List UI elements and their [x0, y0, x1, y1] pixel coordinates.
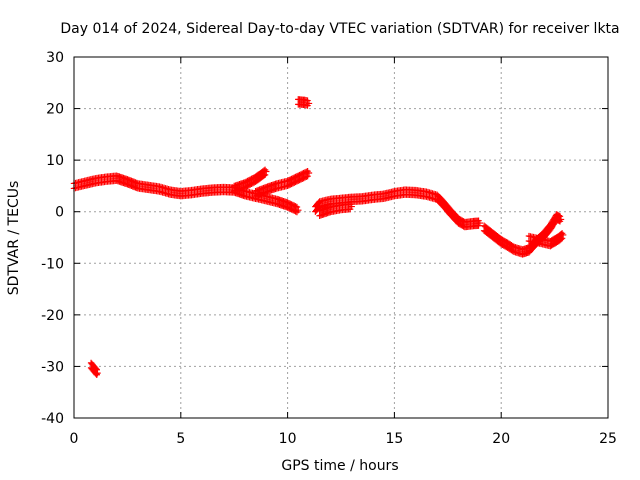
x-tick-label: 25 [599, 431, 617, 447]
x-axis-label: GPS time / hours [281, 458, 398, 474]
y-axis-label: SDTVAR / TECUs [6, 181, 22, 296]
y-tick-label: 20 [46, 102, 64, 118]
plus-marker [261, 171, 269, 179]
plus-marker [557, 216, 565, 223]
plus-marker [94, 369, 101, 377]
y-tick-label: 0 [55, 205, 64, 221]
y-tick-label: -40 [41, 411, 64, 427]
plus-marker [557, 236, 565, 243]
plus-marker [304, 172, 311, 180]
segment-right-band [312, 186, 484, 231]
segment-right-band-low [316, 201, 355, 219]
segment-main-band [70, 172, 302, 216]
plus-marker [305, 169, 313, 177]
segment-end-segment-lower [525, 230, 567, 250]
grid-lines [74, 57, 608, 418]
x-tick-label: 20 [492, 431, 510, 447]
segment-outlier-low [87, 359, 101, 378]
y-tick-label: 10 [46, 153, 64, 169]
segment-middle-branch [252, 167, 313, 200]
plus-marker [558, 235, 566, 242]
y-tick-label: 30 [46, 50, 64, 66]
axis-ticks: 0 5 10 15 20 25 -40 -30 -20 -10 0 10 20 30 [41, 50, 617, 447]
segment-outlier-high [295, 96, 313, 109]
y-tick-label: -30 [41, 359, 64, 375]
x-tick-label: 5 [176, 431, 185, 447]
plus-marker [305, 100, 313, 107]
plot-frame [73, 56, 609, 419]
segment-end-segment [480, 211, 565, 258]
plus-marker [260, 172, 268, 179]
y-tick-label: -20 [41, 308, 64, 324]
plus-marker [476, 219, 484, 227]
plus-marker [263, 168, 270, 175]
x-tick-label: 10 [279, 431, 297, 447]
data-markers [70, 96, 567, 378]
plus-marker [559, 231, 567, 239]
plus-marker [295, 206, 302, 214]
x-tick-label: 0 [70, 431, 79, 447]
segment-upper-branch [231, 166, 270, 195]
x-tick-label: 15 [385, 431, 403, 447]
plus-marker [348, 203, 355, 210]
chart-title: Day 014 of 2024, Sidereal Day-to-day VTE… [60, 21, 619, 37]
plus-marker [303, 173, 310, 181]
y-tick-label: -10 [41, 256, 64, 272]
plus-marker [92, 370, 100, 378]
